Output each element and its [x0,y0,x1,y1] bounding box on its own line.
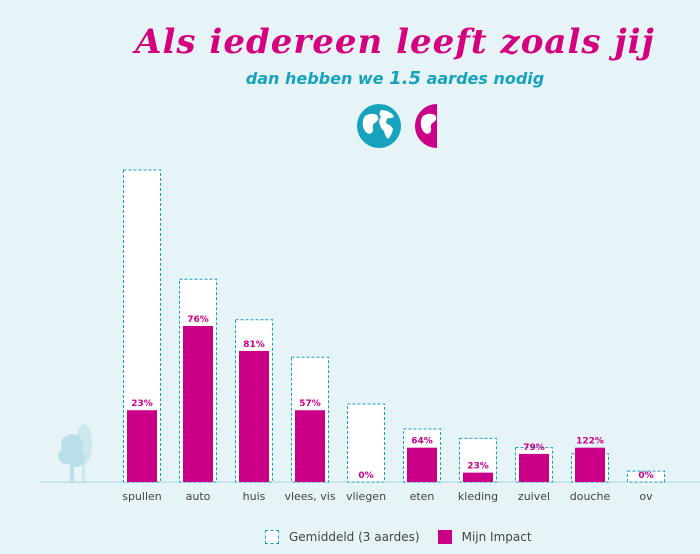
impact-bar [407,447,437,482]
x-tick-label: kleding [458,490,498,503]
data-label: 79% [523,443,545,453]
data-label: 0% [358,471,373,481]
impact-bar [239,350,269,482]
data-label: 122% [576,437,604,447]
data-label: 0% [638,471,653,481]
legend-label-average: Gemiddeld (3 aardes) [289,530,420,544]
impact-bar [575,447,605,482]
legend-item-average: Gemiddeld (3 aardes) [265,530,420,544]
legend-label-impact: Mijn Impact [461,530,532,544]
globes-row [357,104,437,148]
impact-bar [463,472,493,482]
data-label: 76% [187,315,209,325]
data-label: 81% [243,340,265,350]
impact-bar [295,410,325,482]
average-bar [627,470,665,483]
impact-bar [519,453,549,482]
data-label: 57% [299,399,321,409]
legend-item-impact: Mijn Impact [437,530,532,544]
x-tick-label: huis [243,490,266,503]
data-label: 64% [411,437,433,447]
x-tick-label: zuivel [518,490,550,503]
tree-icon [58,424,92,482]
chart-subtitle: dan hebben we 1.5 aardes nodig [0,68,700,89]
subtitle-text-start: dan hebben we [245,69,390,88]
earth-globe-icon [357,104,401,148]
x-tick-label: vlees, vis [284,490,335,503]
legend-swatch-average [265,530,279,544]
x-tick-label: spullen [122,490,162,503]
subtitle-text-end: aardes nodig [421,69,545,88]
impact-bar [183,326,213,482]
average-bar [347,403,385,483]
chart-title: Als iedereen leeft zoals jij [135,22,655,62]
x-tick-label: ov [639,490,653,503]
data-label: 23% [467,462,489,472]
x-tick-label: eten [410,490,435,503]
subtitle-number: 1.5 [389,68,422,89]
earth-globe-half-icon [415,104,437,148]
legend-swatch-impact [437,530,452,544]
impact-bar [127,410,157,482]
chart-legend: Gemiddeld (3 aardes) Mijn Impact [265,530,550,544]
data-label: 23% [131,399,153,409]
x-tick-label: douche [570,490,611,503]
x-tick-label: auto [186,490,211,503]
x-tick-label: vliegen [346,490,386,503]
